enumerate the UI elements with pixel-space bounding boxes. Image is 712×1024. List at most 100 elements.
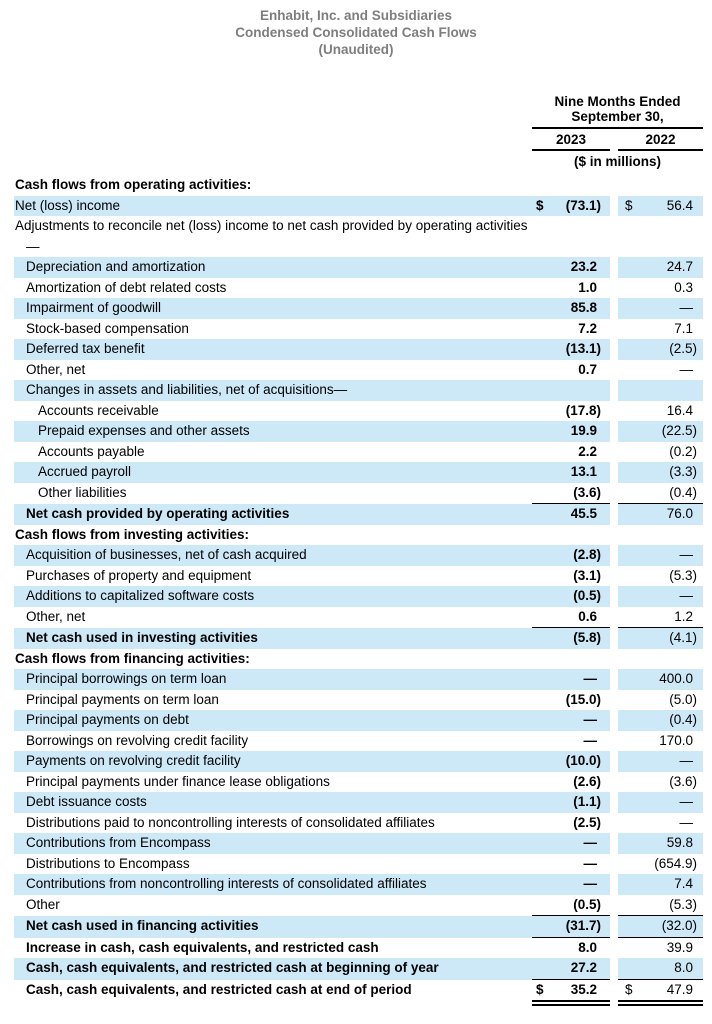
value-2023: 13.1: [532, 462, 610, 483]
amount: —: [583, 732, 598, 748]
amount: 1.2: [674, 608, 693, 624]
column-gap: [610, 895, 618, 917]
row-label: Accounts receivable: [38, 402, 159, 418]
column-gap: [610, 216, 618, 257]
row-label: Cash, cash equivalents, and restricted c…: [14, 958, 532, 980]
amount: 16.4: [666, 402, 693, 418]
value-2023: 0.7: [532, 360, 610, 381]
value-2023: 7.2: [532, 319, 610, 340]
column-header-2023: 2023: [532, 129, 610, 151]
value-2023: 27.2: [532, 958, 610, 980]
amount: 76.0: [666, 506, 693, 521]
table-row: Accounts receivable (17.8) 16.4: [14, 401, 703, 422]
value-2022: 16.4: [618, 401, 703, 422]
amount: —: [583, 712, 598, 727]
column-gap: [610, 257, 618, 278]
value-2023: —: [532, 710, 610, 731]
amount: (0.4): [669, 484, 697, 500]
column-gap: [610, 421, 618, 442]
row-label: Debt issuance costs: [14, 792, 532, 813]
value-2022: 170.0: [618, 731, 703, 752]
amount: 7.4: [674, 876, 693, 891]
value-2023: [532, 380, 610, 401]
value-2023: (15.0): [532, 690, 610, 711]
amount: 13.1: [570, 464, 597, 479]
table-row: Net cash used in financing activities (31…: [14, 916, 703, 938]
table-row: Cash, cash equivalents, and restricted c…: [14, 980, 703, 1007]
column-gap: [610, 710, 618, 731]
table-row: Depreciation and amortization 23.2 24.7: [14, 257, 703, 278]
table-row: Net (loss) income $ (73.1) $56.4: [14, 195, 703, 216]
value-2022: 7.1: [618, 319, 703, 340]
amount: (2.6): [573, 773, 601, 789]
amount: (0.5): [573, 896, 601, 912]
amount: —: [679, 753, 694, 768]
table-row: Principal payments on debt — (0.4): [14, 710, 703, 731]
value-2023: $ (73.1): [532, 195, 610, 216]
amount: (0.5): [573, 588, 601, 603]
amount: —: [679, 814, 694, 830]
amount: 85.8: [570, 300, 597, 315]
column-gap: [610, 607, 618, 629]
value-2023: —: [532, 669, 610, 690]
row-label: Distributions to Encompass: [26, 855, 190, 871]
column-gap: [610, 566, 618, 587]
amount: 35.2: [570, 981, 597, 997]
value-2023: 2.2: [532, 442, 610, 463]
table-row: Deferred tax benefit (13.1) (2.5): [14, 339, 703, 360]
value-2023: (31.7): [532, 916, 610, 938]
table-header: Nine Months Ended September 30, 2023 202…: [14, 94, 703, 169]
table-row: Principal borrowings on term loan — 400.0: [14, 669, 703, 690]
value-2022: (32.0): [618, 916, 703, 938]
row-label: Payments on revolving credit facility: [14, 751, 532, 772]
amount: (2.5): [573, 814, 601, 830]
table-row: Net cash provided by operating activitie…: [14, 504, 703, 525]
amount: 24.7: [666, 259, 693, 274]
value-2023: —: [532, 731, 610, 752]
value-2022: 76.0: [618, 504, 703, 525]
value-2022: 400.0: [618, 669, 703, 690]
amount: (73.1): [565, 197, 601, 213]
amount: (3.1): [573, 567, 601, 583]
table-row: Other, net 0.6 1.2: [14, 607, 703, 629]
column-gap: [610, 854, 618, 875]
amount: 400.0: [659, 671, 693, 686]
amount: (3.6): [669, 773, 697, 789]
dollar-sign: $: [625, 197, 633, 213]
row-label: Changes in assets and liabilities, net o…: [14, 380, 532, 401]
value-2023: 19.9: [532, 421, 610, 442]
amount: 19.9: [570, 423, 597, 438]
value-2023: 8.0: [532, 938, 610, 959]
value-2023: (0.5): [532, 895, 610, 916]
amount: (22.5): [661, 423, 697, 438]
column-gap: [610, 690, 618, 711]
column-gap: [610, 772, 618, 793]
value-2022: [618, 525, 703, 546]
column-gap: [610, 874, 618, 895]
amount: 27.2: [570, 960, 597, 975]
row-label: Purchases of property and equipment: [26, 567, 252, 583]
row-label: Principal payments on term loan: [26, 691, 219, 707]
amount: (2.8): [573, 547, 601, 562]
column-gap: [610, 339, 618, 360]
value-2023: (13.1): [532, 339, 610, 360]
column-gap: [610, 278, 618, 299]
table-row: Amortization of debt related costs 1.0 0.3: [14, 278, 703, 299]
value-2023: [532, 216, 610, 257]
row-label: Cash flows from operating activities:: [15, 177, 252, 192]
amount: 56.4: [666, 197, 693, 213]
section-header-row: Cash flows from operating activities:: [14, 175, 703, 196]
column-gap: [610, 980, 618, 1007]
amount: (10.0): [565, 753, 601, 768]
audit-status: (Unaudited): [318, 42, 394, 57]
column-gap: [610, 833, 618, 854]
table-row: Additions to capitalized software costs (…: [14, 586, 703, 607]
amount: (5.3): [669, 567, 697, 583]
value-2023: —: [532, 874, 610, 895]
value-2022: 8.0: [618, 958, 703, 980]
value-2022: —: [618, 813, 703, 834]
value-2022: 0.3: [618, 278, 703, 299]
value-2022: (3.6): [618, 772, 703, 793]
value-2022: (5.3): [618, 895, 703, 916]
dollar-sign: $: [536, 197, 544, 213]
